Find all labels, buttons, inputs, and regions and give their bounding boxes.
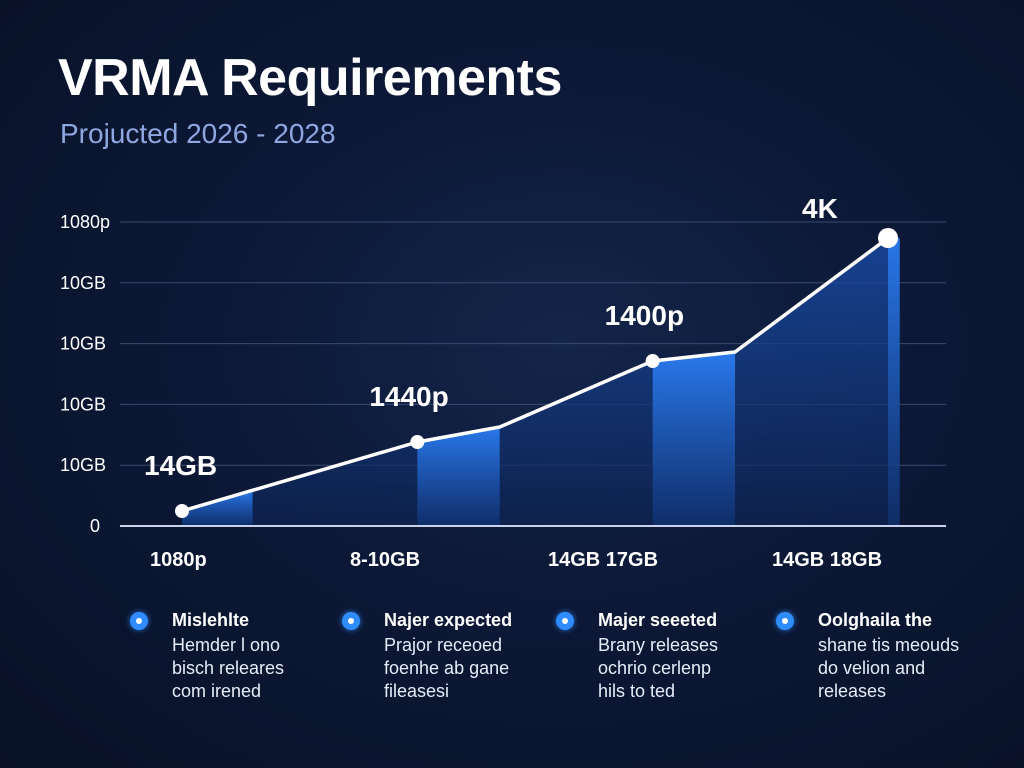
x-tick-label: 1080p bbox=[150, 549, 207, 571]
data-point bbox=[878, 228, 898, 248]
legend-item-description: Prajor receoed foenhe ab gane fileasesi bbox=[384, 635, 510, 701]
x-tick-label: 14GB 18GB bbox=[772, 549, 882, 571]
legend-item-description: shane tis meouds do velion and releases bbox=[818, 635, 960, 701]
data-point bbox=[175, 504, 189, 518]
chart-area: 0 10GB 10GB 10GB 10GB 1080p 14GB 1440p 1400p 4K 10… bbox=[60, 193, 946, 571]
y-tick-label: 10GB bbox=[60, 334, 106, 354]
legend-item-title: Mislehlte bbox=[172, 610, 250, 630]
chart-title: VRMA Requirements bbox=[58, 49, 562, 107]
area-fill bbox=[182, 238, 888, 526]
legend-item-title: Majer seeeted bbox=[598, 610, 718, 630]
data-label: 1440p bbox=[369, 381, 448, 412]
x-tick-label: 8-10GB bbox=[350, 549, 420, 571]
legend-item-description: Hemder l ono bisch releares com irened bbox=[172, 635, 285, 701]
legend-item-title: Najer expected bbox=[384, 610, 513, 630]
data-point bbox=[645, 354, 660, 368]
chart-subtitle: Projucted 2026 - 2028 bbox=[60, 118, 336, 149]
x-tick-label: 14GB 17GB bbox=[548, 549, 658, 571]
y-tick-label: 10GB bbox=[60, 394, 106, 414]
y-tick-label: 10GB bbox=[60, 273, 106, 293]
data-label: 1400p bbox=[605, 300, 684, 331]
data-point bbox=[410, 435, 425, 449]
legend-bullet-icon bbox=[130, 612, 148, 630]
legend-bullet-icon bbox=[556, 612, 574, 630]
legend-item-title: Oolghaila the bbox=[818, 610, 933, 630]
series-line bbox=[181, 236, 890, 513]
y-tick-label: 0 bbox=[90, 516, 100, 536]
data-label: 14GB bbox=[144, 450, 217, 481]
data-label: 4K bbox=[802, 193, 838, 224]
area-band bbox=[652, 352, 736, 526]
area-band bbox=[888, 238, 900, 526]
legend-bullet-icon bbox=[776, 612, 794, 630]
y-tick-label: 10GB bbox=[60, 455, 106, 475]
area-band bbox=[417, 427, 500, 526]
y-tick-label: 1080p bbox=[60, 212, 110, 232]
legend-bullet-icon bbox=[342, 612, 360, 630]
legend-item-description: Brany releases ochrio cerlenp hils to te… bbox=[598, 635, 719, 701]
area-band bbox=[182, 490, 253, 526]
